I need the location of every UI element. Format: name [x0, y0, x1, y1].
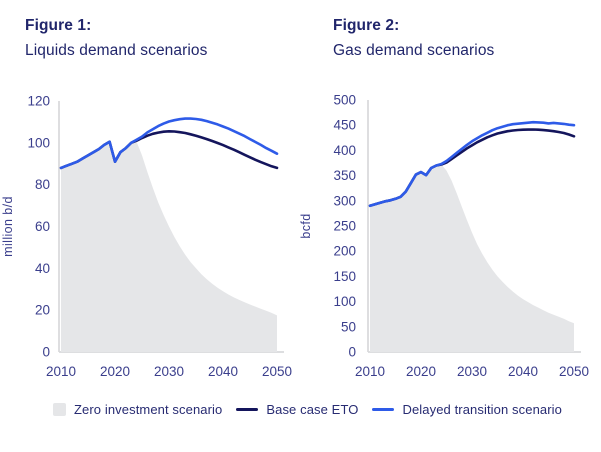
legend-item-delayed-transition: Delayed transition scenario	[372, 402, 562, 417]
y-tick-label: 0	[348, 345, 356, 360]
y-tick-label: 40	[35, 261, 50, 276]
x-tick-label: 2030	[457, 364, 487, 379]
figure2-title: Gas demand scenarios	[333, 42, 495, 59]
x-tick-label: 2040	[508, 364, 538, 379]
x-tick-label: 2020	[406, 364, 436, 379]
base-case-eto-swatch	[236, 407, 259, 412]
x-tick-label: 2010	[46, 364, 76, 379]
legend-label-base-case-eto: Base case ETO	[266, 402, 359, 417]
y-tick-label: 150	[333, 269, 356, 284]
chart-legend: Zero investment scenario Base case ETO D…	[53, 402, 562, 417]
y-tick-label: 450	[333, 118, 356, 133]
legend-item-base-case-eto: Base case ETO	[236, 402, 358, 417]
y-tick-label: 100	[333, 294, 356, 309]
y-tick-label: 300	[333, 193, 356, 208]
x-tick-label: 2050	[262, 364, 292, 379]
y-tick-label: 120	[27, 94, 50, 109]
x-tick-label: 2020	[100, 364, 130, 379]
y-axis-unit-label: bcfd	[299, 213, 313, 238]
y-tick-label: 0	[42, 345, 50, 360]
y-tick-label: 20	[35, 303, 50, 318]
y-tick-label: 50	[341, 319, 356, 334]
delayed-transition-line	[368, 120, 576, 208]
y-tick-label: 200	[333, 244, 356, 259]
legend-label-zero-investment: Zero investment scenario	[74, 402, 223, 417]
figure2-header: Figure 2: Gas demand scenarios	[333, 13, 494, 63]
zero-investment-area	[370, 164, 574, 352]
figure1-title: Liquids demand scenarios	[25, 42, 208, 59]
y-tick-label: 60	[35, 219, 50, 234]
y-tick-label: 100	[27, 135, 50, 150]
zero-investment-area	[61, 141, 277, 352]
y-tick-label: 400	[333, 143, 356, 158]
delayed-transition-swatch	[372, 407, 395, 412]
y-tick-label: 500	[333, 93, 356, 108]
y-axis-unit-label: million b/d	[1, 196, 15, 257]
figure2-label: Figure 2:	[333, 17, 400, 34]
y-tick-label: 80	[35, 177, 50, 192]
delayed-transition-line	[59, 117, 279, 170]
gas-demand-chart: 0 50 100 150 200 250 300 350 400 450 500 2010 2020 20…	[299, 93, 589, 380]
x-tick-label: 2050	[559, 364, 589, 379]
x-tick-label: 2010	[355, 364, 385, 379]
y-tick-label: 350	[333, 168, 356, 183]
figure1-label: Figure 1:	[25, 17, 92, 34]
legend-label-delayed-transition: Delayed transition scenario	[402, 402, 562, 417]
x-tick-label: 2030	[154, 364, 184, 379]
figure1-header: Figure 1: Liquids demand scenarios	[25, 13, 207, 63]
y-tick-label: 250	[333, 219, 356, 234]
zero-investment-swatch	[53, 403, 66, 416]
x-tick-label: 2040	[208, 364, 238, 379]
legend-item-zero-investment: Zero investment scenario	[53, 402, 222, 417]
